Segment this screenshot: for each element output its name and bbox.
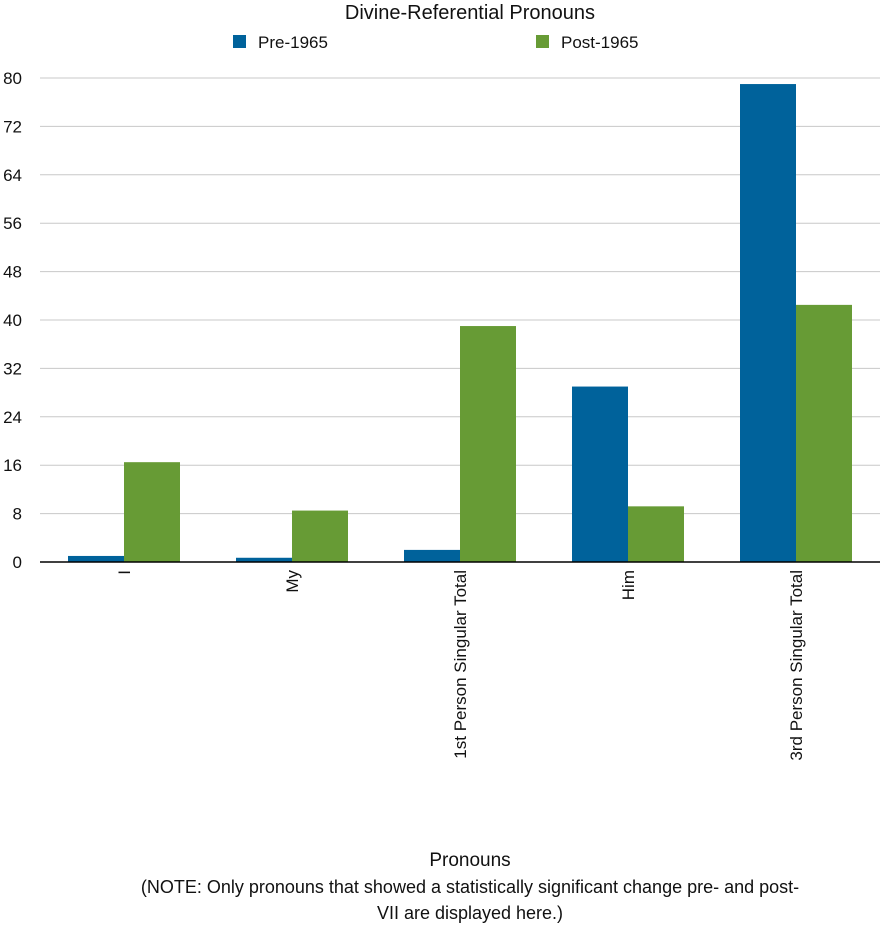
y-tick-label: 80: [3, 69, 22, 88]
y-tick-label: 48: [3, 263, 22, 282]
y-tick-label: 56: [3, 214, 22, 233]
x-tick-label: My: [283, 570, 302, 593]
bar-pre-1965-0: [68, 555, 124, 562]
bar-pre-1965-3: [572, 386, 628, 562]
bar-pre-1965-2: [404, 549, 460, 562]
y-tick-label: 64: [3, 166, 22, 185]
legend-label-pre-1965: Pre-1965: [258, 33, 328, 52]
bar-pre-1965-1: [236, 557, 292, 562]
bar-post-1965-0: [124, 462, 180, 562]
chart-note-line-1: (NOTE: Only pronouns that showed a stati…: [141, 877, 799, 897]
x-tick-label: 3rd Person Singular Total: [787, 570, 806, 761]
bar-post-1965-3: [628, 506, 684, 562]
bar-pre-1965-4: [740, 84, 796, 563]
x-tick-label: I: [115, 570, 134, 575]
y-tick-label: 16: [3, 456, 22, 475]
legend-swatch-pre-1965: [233, 35, 246, 48]
x-tick-label: Him: [619, 570, 638, 600]
chart-title: Divine-Referential Pronouns: [345, 2, 595, 24]
legend-item-post-1965: Post-1965: [536, 33, 639, 52]
x-axis-ticks: I My 1st Person Singular Total Him 3rd Perso…: [115, 570, 806, 761]
bar-post-1965-4: [796, 304, 852, 562]
chart-note-line-2: VII are displayed here.): [377, 903, 563, 923]
y-tick-label: 72: [3, 117, 22, 136]
x-tick-label: 1st Person Singular Total: [451, 570, 470, 759]
y-tick-label: 8: [13, 505, 22, 524]
x-axis-label: Pronouns: [429, 850, 510, 871]
bars: [68, 84, 852, 563]
y-tick-label: 32: [3, 359, 22, 378]
y-tick-label: 24: [3, 408, 22, 427]
y-axis-ticks: 0 8 16 24 32 40 48 56 64 72 80: [3, 69, 22, 572]
legend-item-pre-1965: Pre-1965: [233, 33, 328, 52]
y-tick-label: 40: [3, 311, 22, 330]
y-tick-label: 0: [13, 553, 22, 572]
bar-post-1965-1: [292, 510, 348, 562]
legend: Pre-1965 Post-1965: [233, 33, 639, 52]
bar-post-1965-2: [460, 326, 516, 562]
legend-swatch-post-1965: [536, 35, 549, 48]
legend-label-post-1965: Post-1965: [561, 33, 639, 52]
